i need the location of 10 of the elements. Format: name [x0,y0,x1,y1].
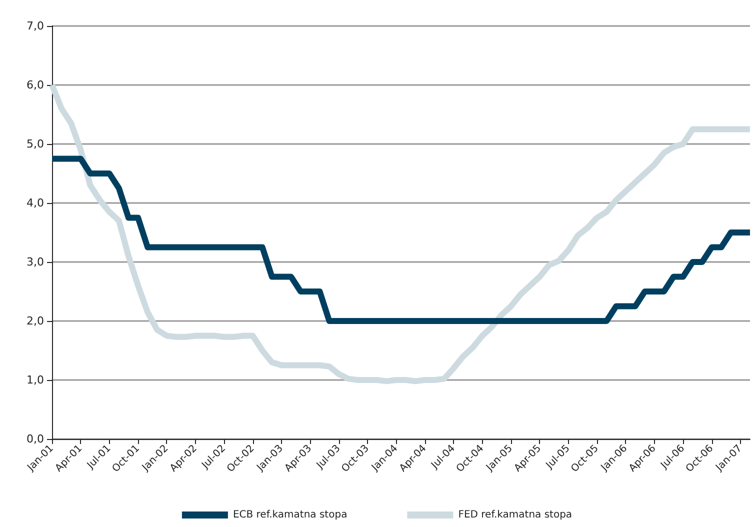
y-tick-label: 2,0 [26,314,44,328]
y-tick-label: 5,0 [26,138,44,150]
legend-label: ECB ref.kamatna stopa [232,510,348,520]
y-tick-label: 4,0 [26,196,44,210]
y-tick-label: 7,0 [26,20,44,32]
y-tick-label: 6,0 [26,78,44,92]
legend-label: FED ref.kamatna stopa [458,510,572,520]
y-tick-label: 1,0 [26,374,44,386]
y-tick-label: 3,0 [26,256,44,268]
y-tick-label: 0,0 [26,432,44,446]
